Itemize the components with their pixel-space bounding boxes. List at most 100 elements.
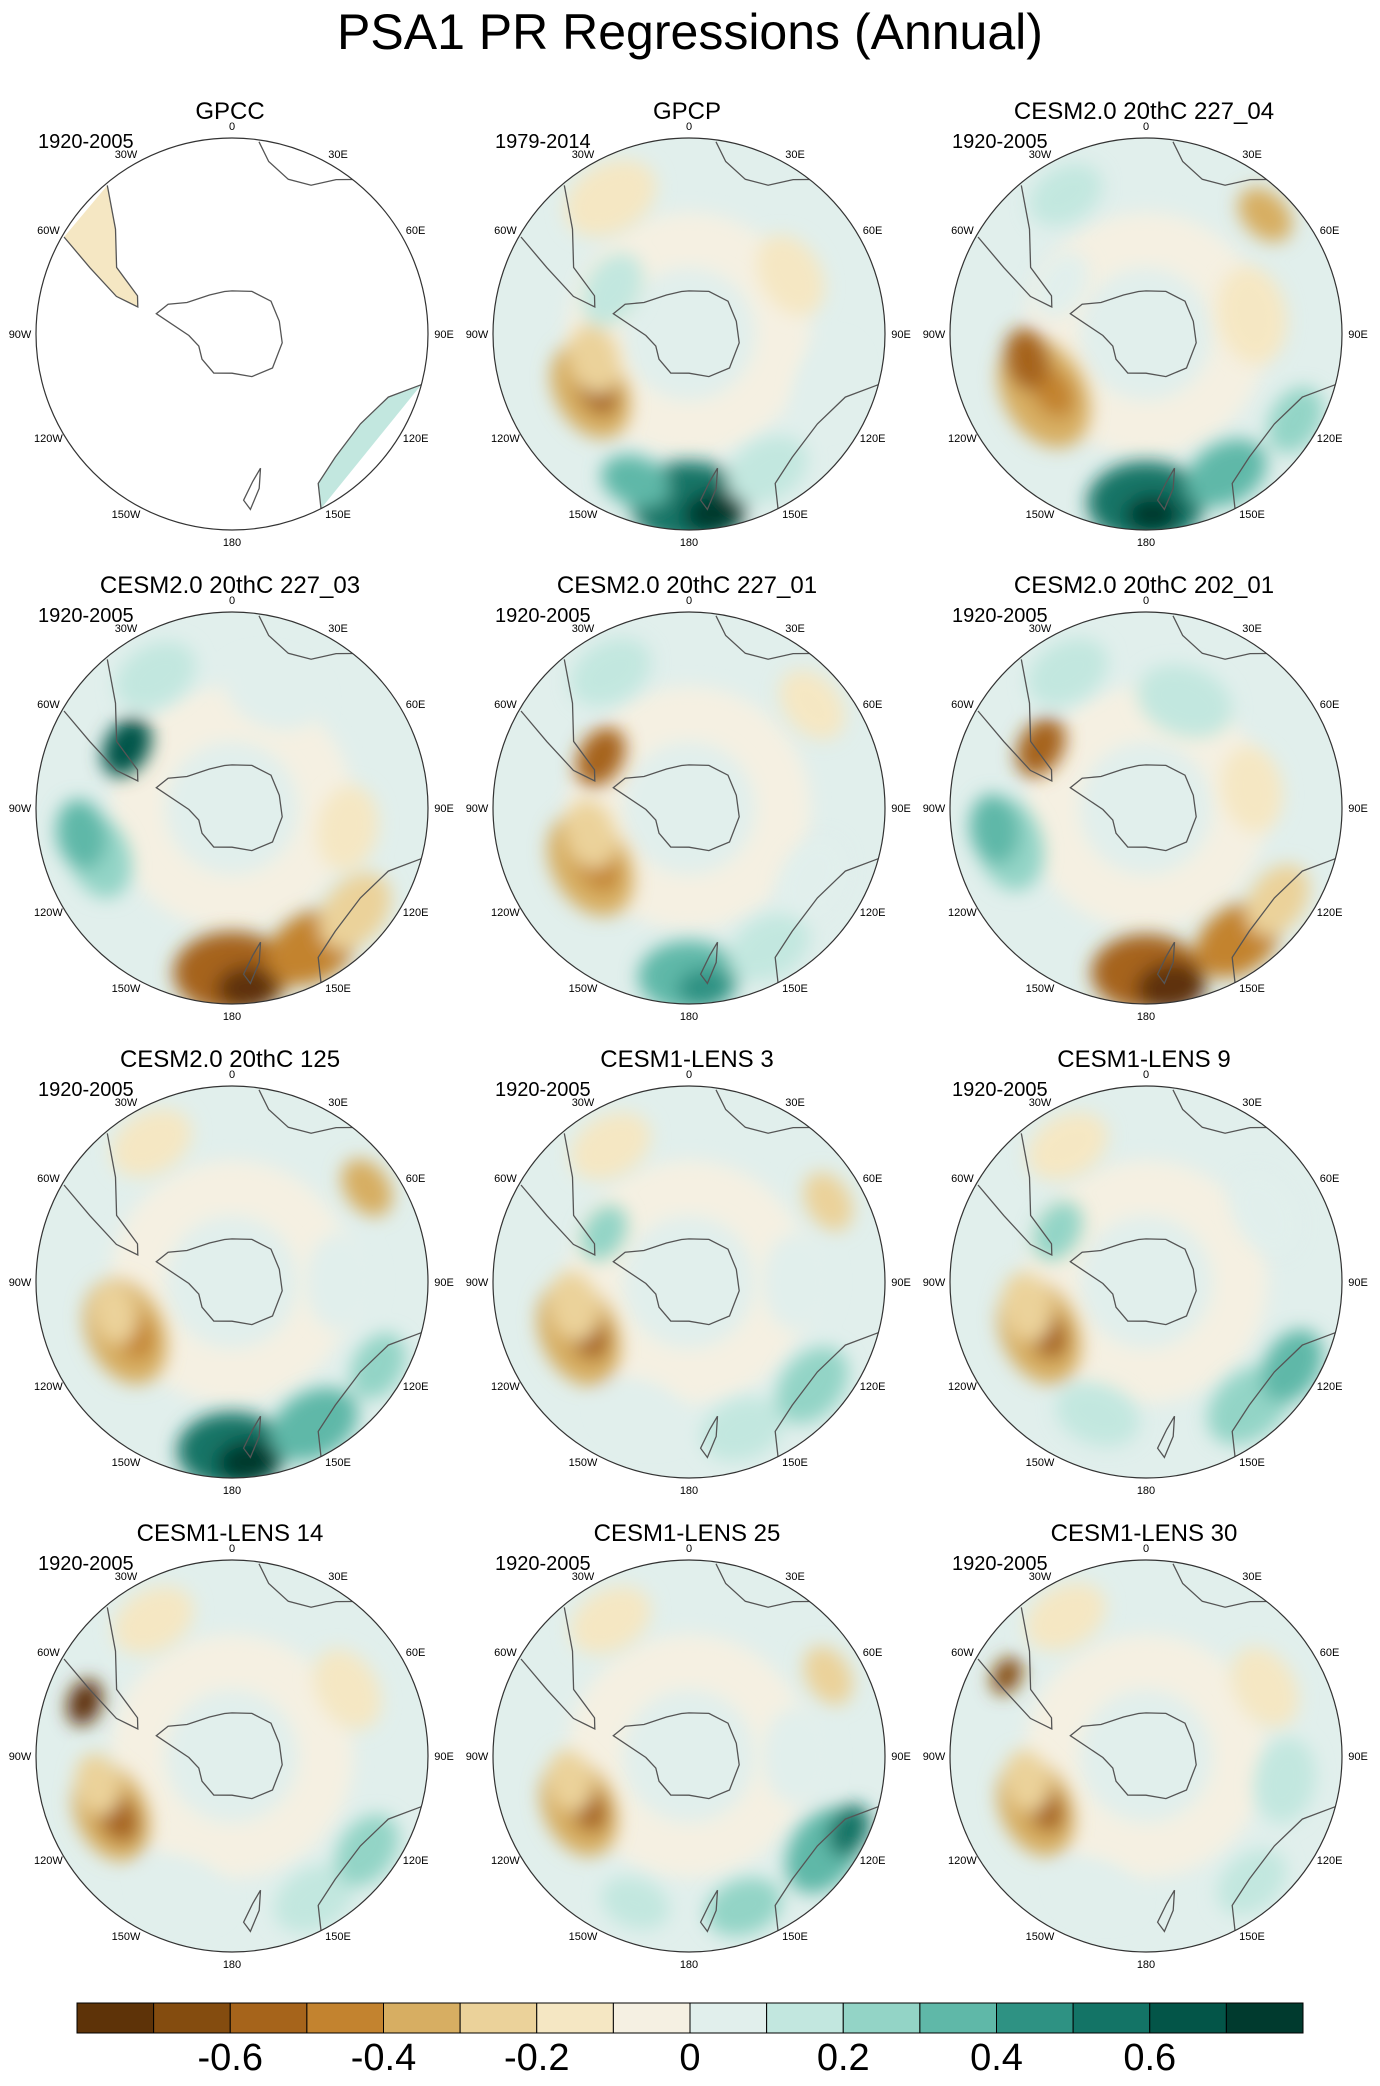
coastline [258,141,353,186]
colorbar-label: 0 [679,2037,701,2079]
longitude-label: 90W [923,803,946,815]
contour-fill [75,1753,121,1816]
coastline [242,467,262,511]
coastline [612,1712,740,1800]
contour-fill [762,1233,832,1331]
land-fill [64,185,138,307]
longitude-label: 150W [1026,509,1055,521]
longitude-label: 30W [1029,1097,1052,1109]
longitude-label: 120W [948,1855,977,1867]
longitude-label: 150E [782,1457,808,1469]
colorbar-swatch [76,2002,155,2034]
polar-map: 0 30E 60E 90E 120E 150E 180 150W 120W 90W 60W 30W [923,1069,1368,1497]
contour-fill [762,1707,832,1805]
map-border [949,137,1343,531]
coastline [155,1238,283,1326]
contour-fill [165,741,299,875]
colorbar-swatch [536,2002,614,2034]
contour-fill [727,435,808,504]
coastline [63,659,139,783]
panel-title: GPCP [652,98,721,125]
contour-fill [102,717,152,777]
contour-fill [570,638,651,707]
longitude-label: 30E [328,1097,348,1109]
coastline [63,1133,139,1257]
longitude-label: 60E [863,1173,883,1185]
contour-fill [677,968,733,1004]
panel-title: CESM2.0 20thC 125 [119,1046,341,1073]
longitude-label: 150E [1239,983,1265,995]
longitude-label: 120E [860,907,886,919]
contour-fill [729,913,810,982]
contour-fill [565,799,617,870]
longitude-label: 150E [325,1457,351,1469]
longitude-label: 120E [403,907,429,919]
longitude-label: 30E [1242,149,1262,161]
longitude-label: 0 [686,121,692,133]
longitude-label: 30W [572,1097,595,1109]
longitude-label: 60W [951,699,974,711]
contour-fill [1055,1382,1140,1447]
coastline [242,941,262,985]
coastline [1156,1889,1176,1933]
longitude-label: 150W [569,509,598,521]
colorbar-swatch [306,2002,385,2034]
longitude-label: 30W [1029,149,1052,161]
longitude-label: 150W [112,509,141,521]
map-panel: CESM1-LENS 25 1920-2005 0 30E 60E 90E 120E 150E… [457,1514,917,1988]
longitude-label: 90E [434,329,454,341]
coastline [1231,858,1336,983]
panel-period: 1920-2005 [952,131,1048,153]
longitude-label: 90E [891,1277,911,1289]
coastline [155,764,283,852]
map-panel: CESM1-LENS 30 1920-2005 0 30E 60E 90E 120E 150E… [914,1514,1374,1988]
contour-fill [622,267,756,401]
longitude-label: 120E [1317,1381,1343,1393]
contour-fill [1028,164,1103,226]
panel-title: CESM1-LENS 30 [1050,1520,1238,1547]
map-border [492,611,886,1005]
contour-fill [600,1378,684,1443]
longitude-label: 150E [1239,509,1265,521]
longitude-label: 30W [572,149,595,161]
map-border [949,1085,1343,1479]
longitude-label: 150W [1026,1931,1055,1943]
polar-map: 0 30E 60E 90E 120E 150E 180 150W 120W 90W 60W 30W [466,1069,911,1497]
longitude-label: 30W [115,149,138,161]
polar-map: 0 30E 60E 90E 120E 150E 180 150W 120W 90W 60W 30W [923,595,1368,1023]
longitude-label: 180 [223,537,241,549]
coastline [1156,1415,1176,1459]
panel-title: CESM2.0 20thC 202_01 [1013,572,1275,599]
coastline [774,1332,879,1457]
longitude-label: 90W [466,803,489,815]
panel-title: CESM2.0 20thC 227_03 [99,572,361,599]
longitude-label: 30E [1242,1097,1262,1109]
coastline [774,858,879,983]
contour-fill [1230,1647,1299,1728]
longitude-label: 120E [1317,1855,1343,1867]
coastline [699,1889,719,1933]
map-border [492,1559,886,1953]
colorbar-swatch [229,2002,308,2034]
land-fill [318,384,422,509]
contour-fill [141,1856,226,1921]
contour-fill [827,1804,870,1857]
polar-map: 0 30E 60E 90E 120E 150E 180 150W 120W 90W 60W 30W [923,121,1368,549]
contour-fill [313,1649,382,1730]
contour-fill [1186,439,1267,508]
longitude-label: 0 [229,1069,235,1081]
contour-fill [1025,1582,1106,1651]
longitude-label: 90E [1348,1751,1368,1763]
longitude-label: 90E [434,803,454,815]
panel-period: 1920-2005 [495,1079,591,1101]
contour-fill [317,785,379,872]
polar-map: 0 30E 60E 90E 120E 150E 180 150W 120W 90W 60W 30W [9,1543,454,1971]
longitude-label: 120W [491,907,520,919]
map-border [35,1559,429,1953]
map-panel: CESM1-LENS 9 1920-2005 0 30E 60E 90E 120E 150E 1… [914,1040,1374,1514]
map-border [949,611,1343,1005]
contour-fill [1221,746,1283,833]
longitude-label: 180 [1137,1011,1155,1023]
longitude-label: 150E [1239,1457,1265,1469]
polar-map: 0 30E 60E 90E 120E 150E 180 150W 120W 90W 60W 30W [9,595,454,1023]
